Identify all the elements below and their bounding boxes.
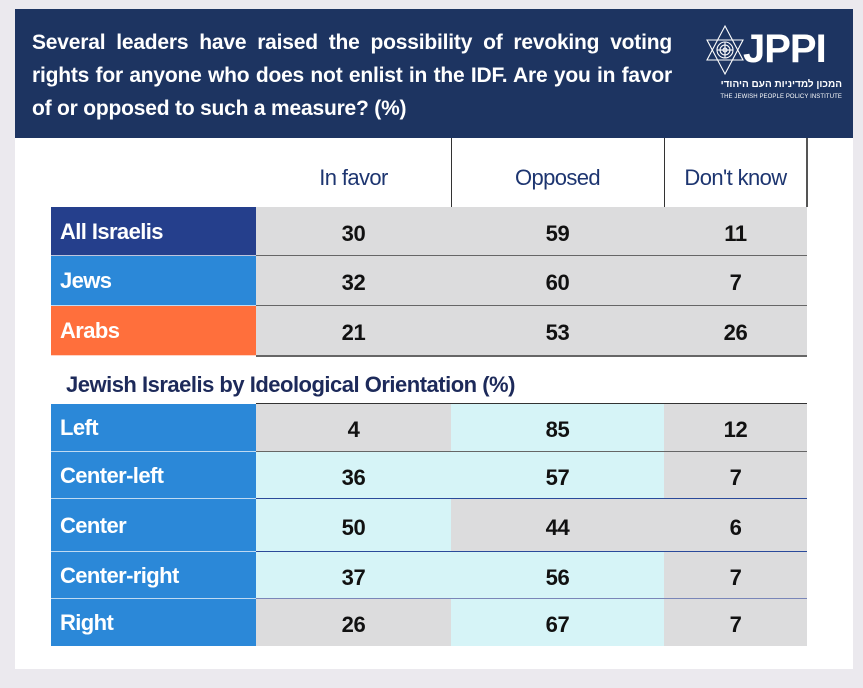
opposed-cell: 59 [451,207,664,256]
row-label: Right [51,599,256,646]
header-banner: Several leaders have raised the possibil… [15,9,853,138]
in-favor-cell: 32 [256,256,451,306]
row-divider [256,355,807,357]
table-row: Center-left 36 57 7 [51,452,807,500]
dont-know-cell: 7 [664,452,807,499]
dont-know-cell: 7 [664,599,807,646]
dont-know-cell: 7 [664,256,807,306]
table-row: Arabs 21 53 26 [51,306,807,357]
opposed-cell: 85 [451,404,664,452]
in-favor-cell: 30 [256,207,451,256]
in-favor-cell: 21 [256,306,451,356]
opposed-cell: 56 [451,552,664,599]
column-divider [451,138,452,207]
table-row: Center 50 44 6 [51,499,807,553]
jppi-logo: JPPI המכון למדיניות העם היהודי THE JEWIS… [695,21,845,111]
section-title-ideology: Jewish Israelis by Ideological Orientati… [66,372,515,397]
in-favor-cell: 36 [256,452,451,499]
dont-know-cell: 11 [664,207,807,256]
column-header-opposed: Opposed [514,165,601,190]
column-divider [664,138,665,207]
logo-hebrew-name: המכון למדיניות העם היהודי [720,79,842,90]
opposed-cell: 60 [451,256,664,306]
row-label: Center-right [51,552,256,599]
dont-know-cell: 26 [664,306,807,356]
opposed-cell: 57 [451,452,664,499]
row-label: Left [51,404,256,452]
column-header-in-favor: In favor [319,165,388,190]
opposed-cell: 44 [451,499,664,552]
figure-title: Several leaders have raised the possibil… [32,31,672,120]
table-row: Right 26 67 7 [51,599,807,646]
table-row: All Israelis 30 59 11 [51,207,807,257]
table-row: Center-right 37 56 7 [51,552,807,600]
opposed-cell: 53 [451,306,664,356]
table-row: Jews 32 60 7 [51,256,807,307]
in-favor-cell: 37 [256,552,451,599]
row-label: Center [51,499,256,552]
dont-know-cell: 6 [664,499,807,552]
logo-english-name: THE JEWISH PEOPLE POLICY INSTITUTE [720,94,842,100]
label-divider [51,355,256,357]
column-header-dont-know: Don't know [684,165,787,190]
in-favor-cell: 4 [256,404,451,452]
row-label: All Israelis [51,207,256,256]
table-row: Left 4 85 12 [51,404,807,453]
in-favor-cell: 26 [256,599,451,646]
dont-know-cell: 12 [664,404,807,452]
row-label: Arabs [51,306,256,356]
row-label: Center-left [51,452,256,499]
star-of-david-icon [706,24,744,76]
in-favor-cell: 50 [256,499,451,552]
logo-wordmark: JPPI [743,27,827,71]
opposed-cell: 67 [451,599,664,646]
dont-know-cell: 7 [664,552,807,599]
column-divider [806,138,808,207]
row-label: Jews [51,256,256,306]
